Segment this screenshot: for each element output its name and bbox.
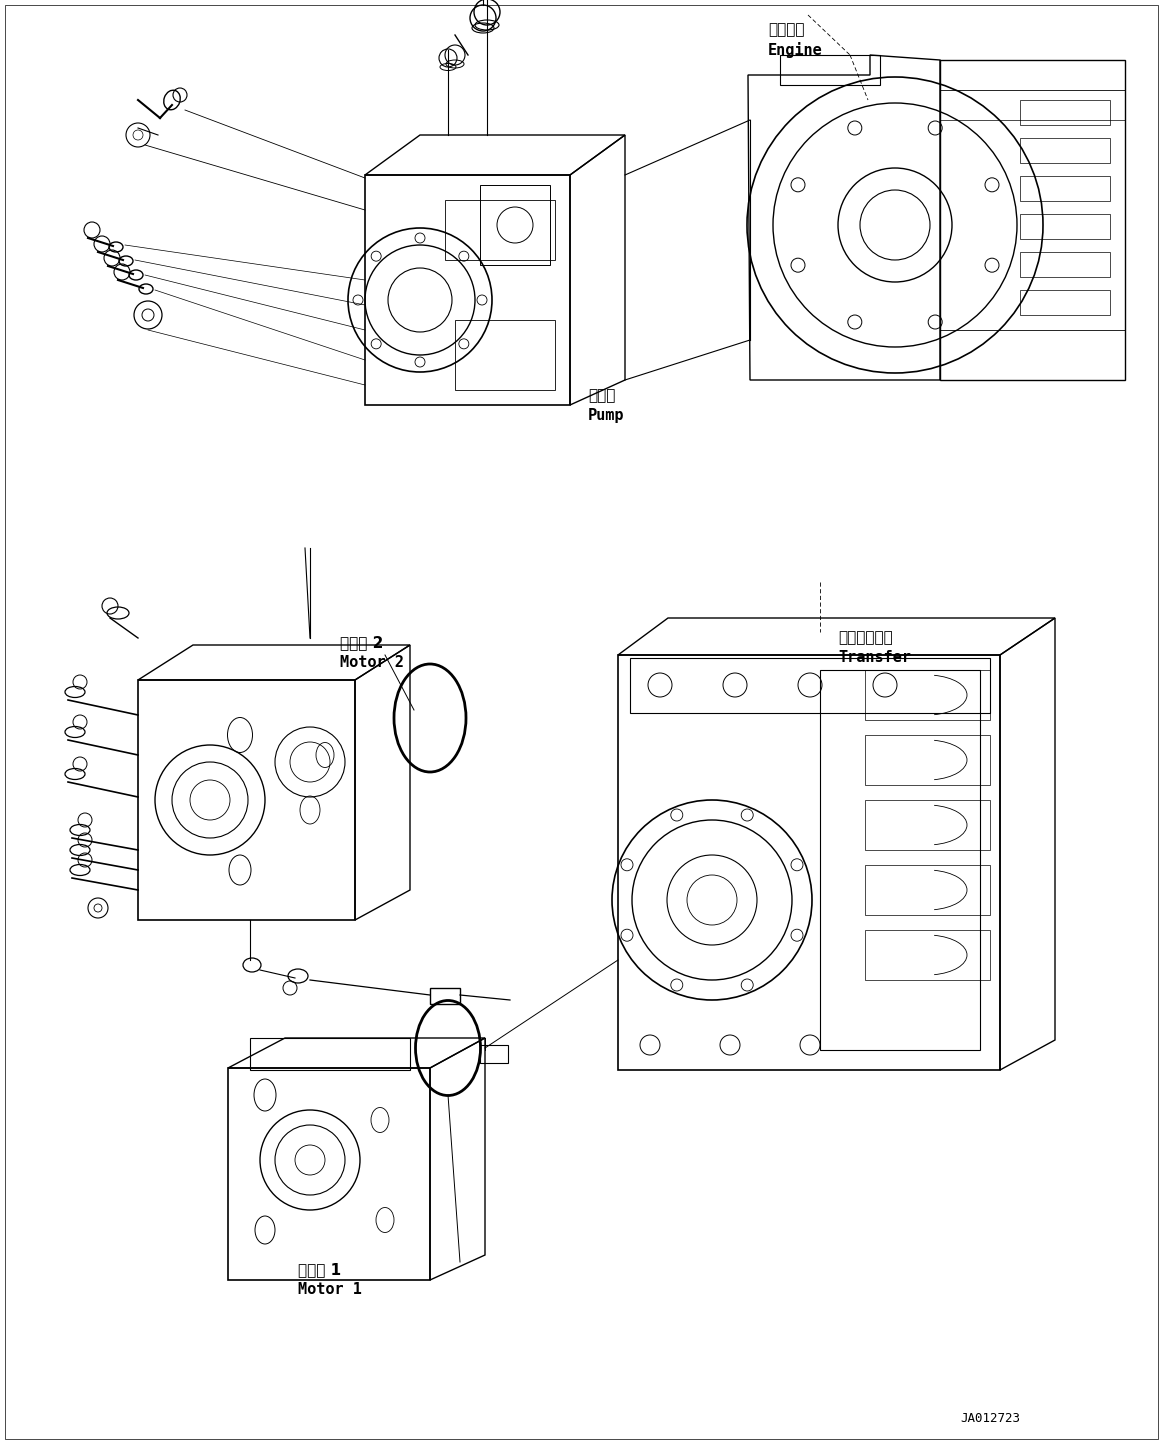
Bar — [250, 1038, 411, 1070]
Bar — [820, 670, 980, 1050]
Text: トランスファ: トランスファ — [839, 630, 893, 645]
Bar — [1020, 290, 1110, 315]
Bar — [865, 865, 990, 915]
Text: Transfer: Transfer — [839, 650, 911, 666]
Text: モータ 1: モータ 1 — [298, 1262, 341, 1276]
Bar — [865, 670, 990, 721]
Bar — [1020, 100, 1110, 126]
Text: エンジン: エンジン — [768, 22, 805, 38]
Bar — [1020, 139, 1110, 163]
Bar — [1020, 176, 1110, 201]
Text: モータ 2: モータ 2 — [340, 635, 384, 650]
Text: ポンプ: ポンプ — [588, 388, 615, 403]
Bar — [865, 930, 990, 980]
Bar — [445, 201, 555, 260]
Bar — [430, 988, 461, 1004]
Bar — [865, 735, 990, 786]
Text: Motor 1: Motor 1 — [298, 1282, 362, 1297]
Bar — [940, 61, 1125, 380]
Bar — [630, 658, 990, 713]
Text: JA012723: JA012723 — [959, 1412, 1020, 1425]
Bar — [480, 1045, 508, 1063]
Bar — [865, 800, 990, 851]
Bar — [455, 321, 555, 390]
Bar — [1020, 253, 1110, 277]
Text: Engine: Engine — [768, 42, 822, 58]
Bar — [480, 185, 550, 266]
Text: Pump: Pump — [588, 409, 625, 423]
Bar — [1020, 214, 1110, 240]
Text: Motor 2: Motor 2 — [340, 656, 404, 670]
Bar — [780, 55, 880, 85]
